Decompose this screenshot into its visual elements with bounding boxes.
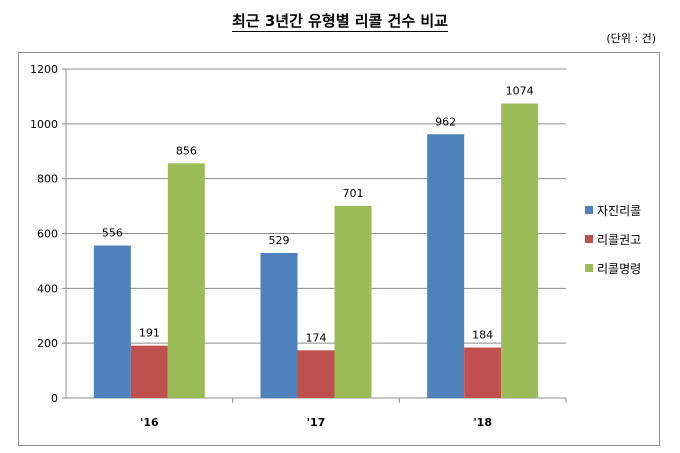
- data-label: 191: [139, 327, 160, 340]
- x-tick-label: '18: [473, 416, 492, 429]
- y-tick-label: 200: [37, 337, 58, 350]
- legend-label: 리콜권고: [597, 233, 641, 247]
- y-tick-label: 400: [37, 282, 58, 295]
- bar: [297, 350, 335, 398]
- y-tick-label: 600: [37, 228, 58, 241]
- x-tick-label: '17: [307, 416, 326, 429]
- legend-label: 리콜명령: [597, 262, 641, 276]
- chart-frame: [18, 52, 660, 446]
- x-tick-label: '16: [140, 416, 159, 429]
- legend-swatch: [585, 235, 593, 243]
- legend-label: 자진리콜: [597, 204, 641, 218]
- data-label: 556: [102, 227, 123, 240]
- bar: [260, 252, 298, 398]
- bar: [130, 345, 168, 398]
- data-label: 962: [435, 115, 456, 128]
- bar: [93, 245, 131, 398]
- data-label: 174: [306, 331, 327, 344]
- data-label: 529: [269, 234, 290, 247]
- bar: [334, 205, 372, 398]
- bar: [501, 103, 539, 399]
- chart-title-text: 최근 3년간 유형별 리콜 건수 비교: [232, 12, 448, 32]
- legend-swatch: [585, 264, 593, 272]
- y-tick-label: 1200: [30, 63, 58, 76]
- data-label: 856: [176, 144, 197, 157]
- data-label: 184: [472, 329, 493, 342]
- unit-label: (단위 : 건): [606, 32, 656, 45]
- data-label: 1074: [506, 85, 534, 98]
- bar: [427, 134, 465, 399]
- legend-swatch: [585, 206, 593, 214]
- y-tick-label: 0: [51, 392, 58, 405]
- y-tick-label: 800: [37, 173, 58, 186]
- bar: [464, 347, 502, 398]
- chart-title: 최근 3년간 유형별 리콜 건수 비교: [0, 10, 680, 32]
- bar: [167, 163, 205, 398]
- data-label: 701: [343, 187, 364, 200]
- y-tick-label: 1000: [30, 118, 58, 131]
